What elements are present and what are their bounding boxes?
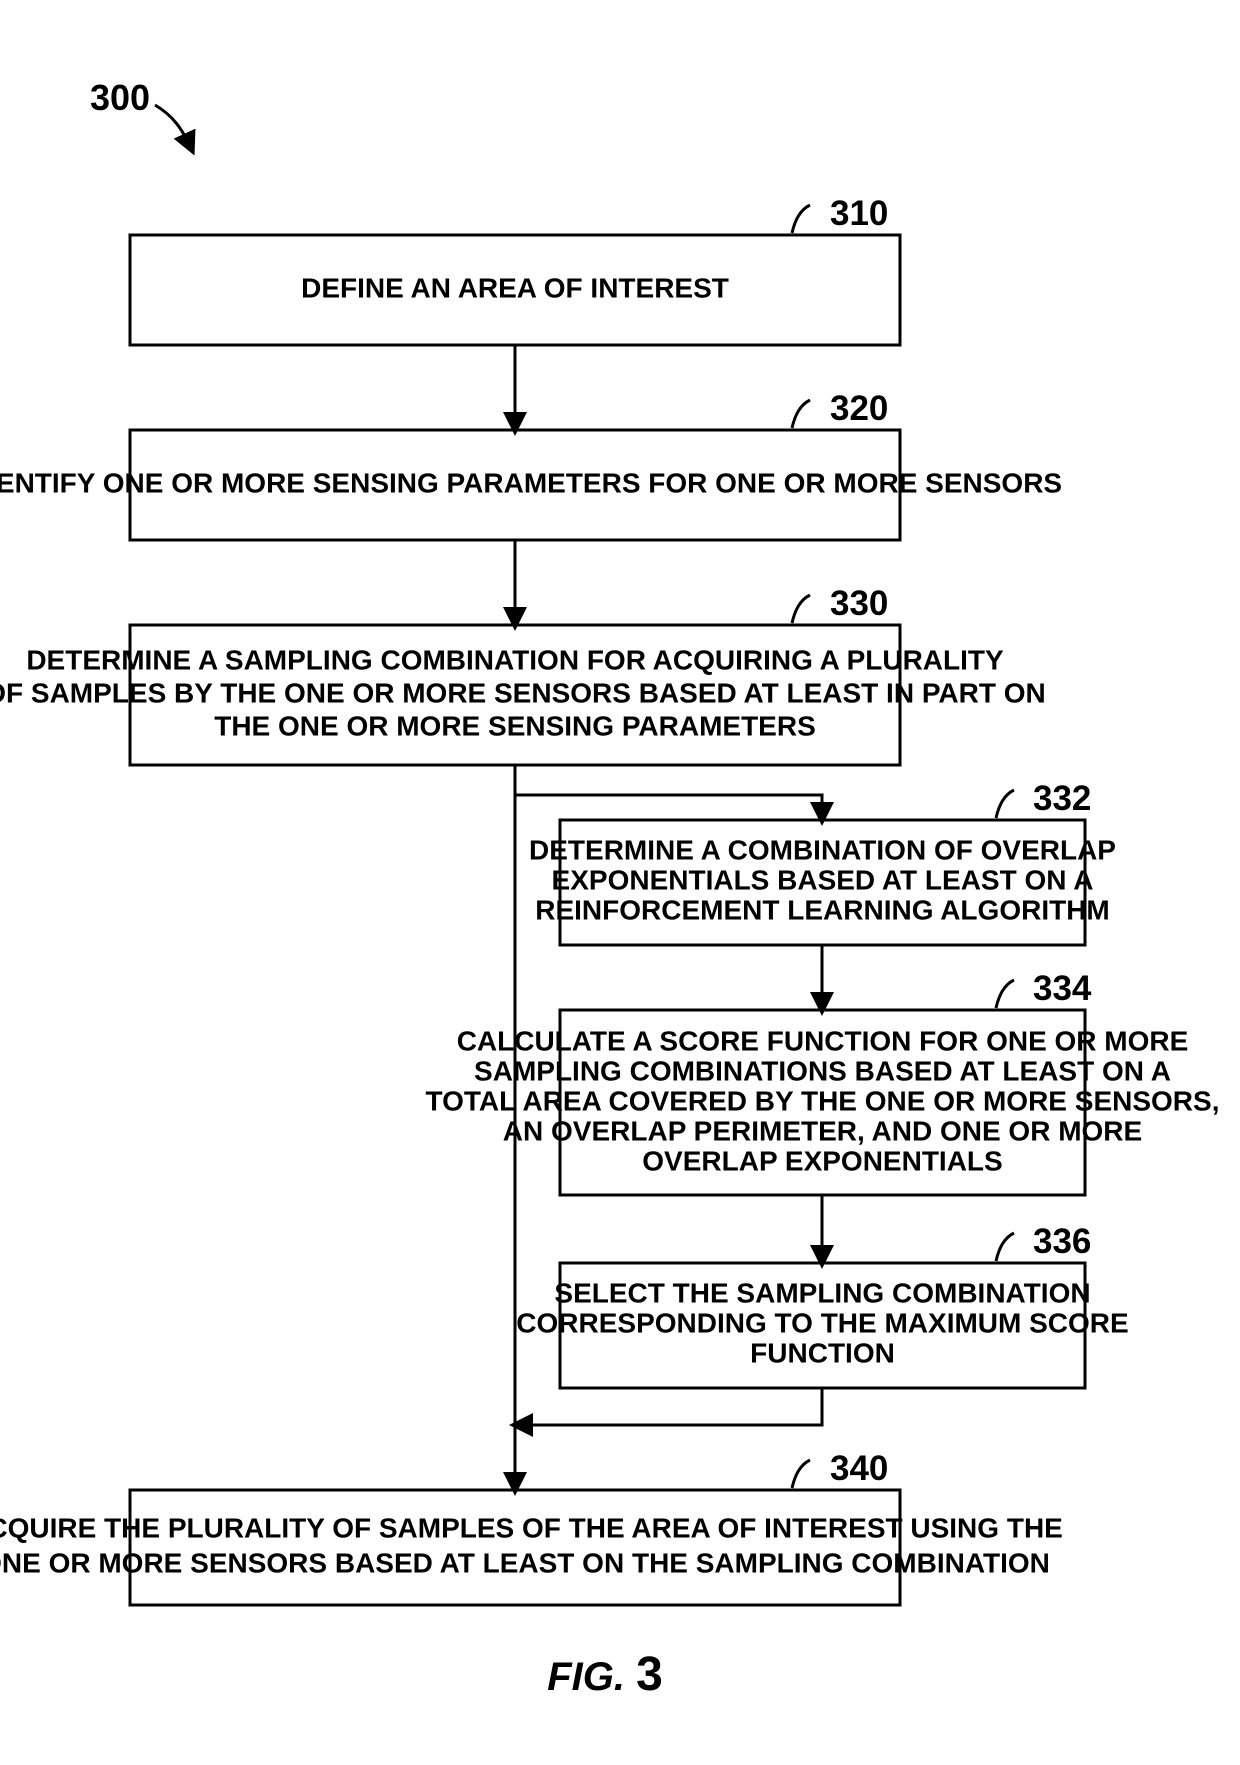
figure-label: FIG. 3: [547, 1648, 663, 1701]
svg-text:SAMPLING COMBINATIONS BASED AT: SAMPLING COMBINATIONS BASED AT LEAST ON …: [474, 1055, 1171, 1086]
ref-340: 340: [792, 1449, 888, 1488]
svg-text:310: 310: [830, 194, 888, 233]
svg-text:FUNCTION: FUNCTION: [750, 1337, 895, 1368]
svg-text:DEFINE AN AREA OF INTEREST: DEFINE AN AREA OF INTEREST: [301, 272, 729, 303]
svg-text:REINFORCEMENT LEARNING ALGORIT: REINFORCEMENT LEARNING ALGORITHM: [535, 894, 1110, 925]
svg-text:OVERLAP EXPONENTIALS: OVERLAP EXPONENTIALS: [642, 1145, 1002, 1176]
arrow-336-merge: [515, 1388, 822, 1425]
svg-text:CALCULATE A SCORE FUNCTION FOR: CALCULATE A SCORE FUNCTION FOR ONE OR MO…: [457, 1025, 1189, 1056]
svg-text:330: 330: [830, 584, 888, 623]
svg-text:AN OVERLAP PERIMETER, AND ONE: AN OVERLAP PERIMETER, AND ONE OR MORE: [503, 1115, 1142, 1146]
ref-330: 330: [792, 584, 888, 623]
figure-ref-label: 300: [90, 77, 150, 118]
svg-text:320: 320: [830, 389, 888, 428]
svg-text:OF SAMPLES BY THE ONE OR MORE: OF SAMPLES BY THE ONE OR MORE SENSORS BA…: [0, 677, 1046, 708]
box-330: DETERMINE A SAMPLING COMBINATION FOR ACQ…: [0, 625, 1046, 765]
svg-text:THE ONE OR MORE SENSING PARAME: THE ONE OR MORE SENSING PARAMETERS: [214, 710, 816, 741]
svg-text:ACQUIRE THE PLURALITY OF SAMPL: ACQUIRE THE PLURALITY OF SAMPLES OF THE …: [0, 1512, 1063, 1543]
svg-text:EXPONENTIALS BASED AT LEAST ON: EXPONENTIALS BASED AT LEAST ON A: [552, 864, 1094, 895]
svg-text:CORRESPONDING TO THE MAXIMUM S: CORRESPONDING TO THE MAXIMUM SCORE: [516, 1307, 1128, 1338]
box-334: CALCULATE A SCORE FUNCTION FOR ONE OR MO…: [426, 1010, 1220, 1195]
figure-ref-arrow: [155, 105, 192, 150]
box-320: IDENTIFY ONE OR MORE SENSING PARAMETERS …: [0, 430, 1062, 540]
svg-text:TOTAL AREA COVERED BY THE ONE: TOTAL AREA COVERED BY THE ONE OR MORE SE…: [426, 1085, 1220, 1116]
svg-text:DETERMINE A COMBINATION OF OVE: DETERMINE A COMBINATION OF OVERLAP: [529, 834, 1116, 865]
ref-334: 334: [996, 969, 1092, 1008]
box-336: SELECT THE SAMPLING COMBINATION CORRESPO…: [516, 1263, 1128, 1388]
svg-text:340: 340: [830, 1449, 888, 1488]
box-332: DETERMINE A COMBINATION OF OVERLAP EXPON…: [529, 820, 1116, 945]
box-310: DEFINE AN AREA OF INTEREST: [130, 235, 900, 345]
ref-336: 336: [996, 1222, 1091, 1261]
ref-320: 320: [792, 389, 888, 428]
flowchart: 300 DEFINE AN AREA OF INTEREST IDENTIFY …: [0, 0, 1240, 1765]
svg-text:334: 334: [1033, 969, 1092, 1008]
svg-text:IDENTIFY ONE OR MORE SENSING P: IDENTIFY ONE OR MORE SENSING PARAMETERS …: [0, 467, 1062, 498]
svg-text:336: 336: [1033, 1222, 1091, 1261]
svg-text:332: 332: [1033, 779, 1091, 818]
svg-text:DETERMINE A SAMPLING COMBINATI: DETERMINE A SAMPLING COMBINATION FOR ACQ…: [26, 644, 1004, 675]
svg-text:ONE OR MORE SENSORS BASED AT L: ONE OR MORE SENSORS BASED AT LEAST ON TH…: [0, 1547, 1050, 1578]
box-340: ACQUIRE THE PLURALITY OF SAMPLES OF THE …: [0, 1490, 1063, 1605]
arrow-330-332: [515, 765, 822, 820]
svg-text:SELECT THE SAMPLING COMBINATIO: SELECT THE SAMPLING COMBINATION: [554, 1277, 1090, 1308]
ref-332: 332: [996, 779, 1091, 818]
ref-310: 310: [792, 194, 888, 233]
